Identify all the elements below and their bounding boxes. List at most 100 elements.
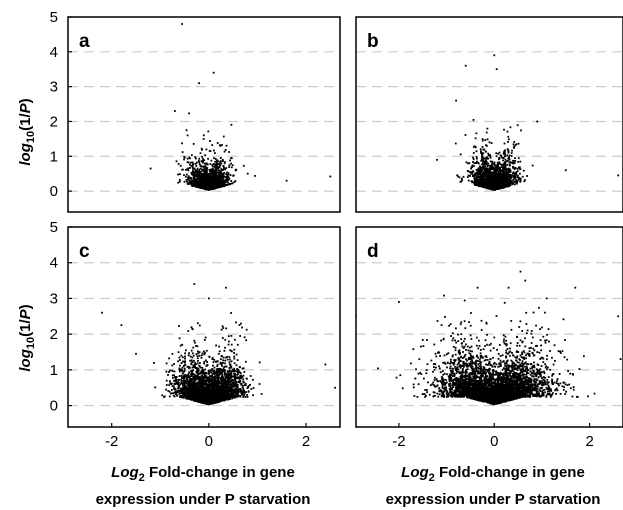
data-point xyxy=(187,161,189,163)
data-point xyxy=(201,354,203,356)
data-point xyxy=(213,150,215,152)
data-point xyxy=(329,176,331,178)
data-point xyxy=(517,170,519,172)
data-point xyxy=(480,184,482,186)
data-point xyxy=(188,113,190,115)
data-point xyxy=(479,166,481,168)
data-point xyxy=(481,152,483,154)
data-point xyxy=(204,339,206,341)
data-point xyxy=(169,396,171,398)
data-point xyxy=(516,183,518,185)
data-point xyxy=(506,164,508,166)
data-point xyxy=(183,174,185,176)
data-point xyxy=(170,393,172,395)
data-point xyxy=(511,150,513,152)
data-point xyxy=(565,169,567,171)
data-point xyxy=(495,167,497,169)
data-point xyxy=(513,146,515,148)
data-point xyxy=(492,186,494,188)
data-point xyxy=(220,145,222,147)
data-point xyxy=(202,183,204,185)
data-point xyxy=(472,170,474,172)
data-point xyxy=(480,173,482,175)
data-point xyxy=(513,141,515,143)
data-point xyxy=(522,176,524,178)
data-point xyxy=(508,170,510,172)
data-point xyxy=(209,140,211,142)
data-point xyxy=(183,159,185,161)
data-point xyxy=(179,173,181,175)
data-point xyxy=(224,350,226,352)
data-point xyxy=(519,166,521,168)
data-point xyxy=(514,157,516,159)
data-point xyxy=(177,174,179,176)
data-point xyxy=(482,140,484,142)
data-point xyxy=(235,170,237,172)
data-point xyxy=(214,161,216,163)
data-point xyxy=(187,135,189,137)
data-point xyxy=(198,82,200,84)
data-point xyxy=(186,174,188,176)
data-point xyxy=(186,181,188,183)
data-point xyxy=(193,143,195,145)
data-point xyxy=(503,129,505,131)
data-point xyxy=(484,184,486,186)
data-point xyxy=(187,177,189,179)
data-point xyxy=(172,377,174,379)
data-point xyxy=(178,325,180,327)
data-point xyxy=(180,355,182,357)
data-point xyxy=(226,145,228,147)
data-point xyxy=(502,160,504,162)
data-point xyxy=(498,172,500,174)
data-point xyxy=(493,54,495,56)
data-point xyxy=(250,388,252,390)
data-point xyxy=(475,172,477,174)
data-point xyxy=(495,172,497,174)
data-point xyxy=(231,157,233,159)
y-tick-label: 1 xyxy=(50,148,58,165)
data-point xyxy=(482,149,484,151)
data-point xyxy=(204,369,206,371)
data-point xyxy=(187,330,189,332)
data-point xyxy=(191,172,193,174)
data-point xyxy=(199,171,201,173)
data-point xyxy=(201,173,203,175)
data-point xyxy=(246,329,248,331)
data-point xyxy=(231,360,233,362)
data-point xyxy=(254,175,256,177)
data-point xyxy=(490,157,492,159)
data-point xyxy=(476,169,478,171)
data-point xyxy=(213,172,215,174)
data-point xyxy=(226,174,228,176)
data-point xyxy=(222,165,224,167)
data-point xyxy=(484,166,486,168)
data-point xyxy=(190,178,192,180)
data-point xyxy=(231,166,233,168)
data-point xyxy=(476,176,478,178)
data-point xyxy=(205,175,207,177)
data-point xyxy=(191,350,193,352)
data-point xyxy=(225,181,227,183)
data-point xyxy=(231,335,233,337)
data-point xyxy=(179,357,181,359)
data-point xyxy=(184,352,186,354)
data-point xyxy=(514,160,516,162)
data-point xyxy=(485,170,487,172)
data-point xyxy=(475,137,477,139)
data-point xyxy=(508,176,510,178)
data-point xyxy=(203,187,205,189)
data-point xyxy=(181,362,183,364)
data-point xyxy=(181,377,183,379)
data-point xyxy=(220,184,222,186)
y-tick-label: 3 xyxy=(50,79,58,96)
data-point xyxy=(503,153,505,155)
data-point xyxy=(243,165,245,167)
data-point xyxy=(213,72,215,74)
data-point xyxy=(203,178,205,180)
data-point xyxy=(490,187,492,189)
data-point xyxy=(463,176,465,178)
data-point xyxy=(184,181,186,183)
data-point xyxy=(480,148,482,150)
data-point xyxy=(472,175,474,177)
data-point xyxy=(187,158,189,160)
